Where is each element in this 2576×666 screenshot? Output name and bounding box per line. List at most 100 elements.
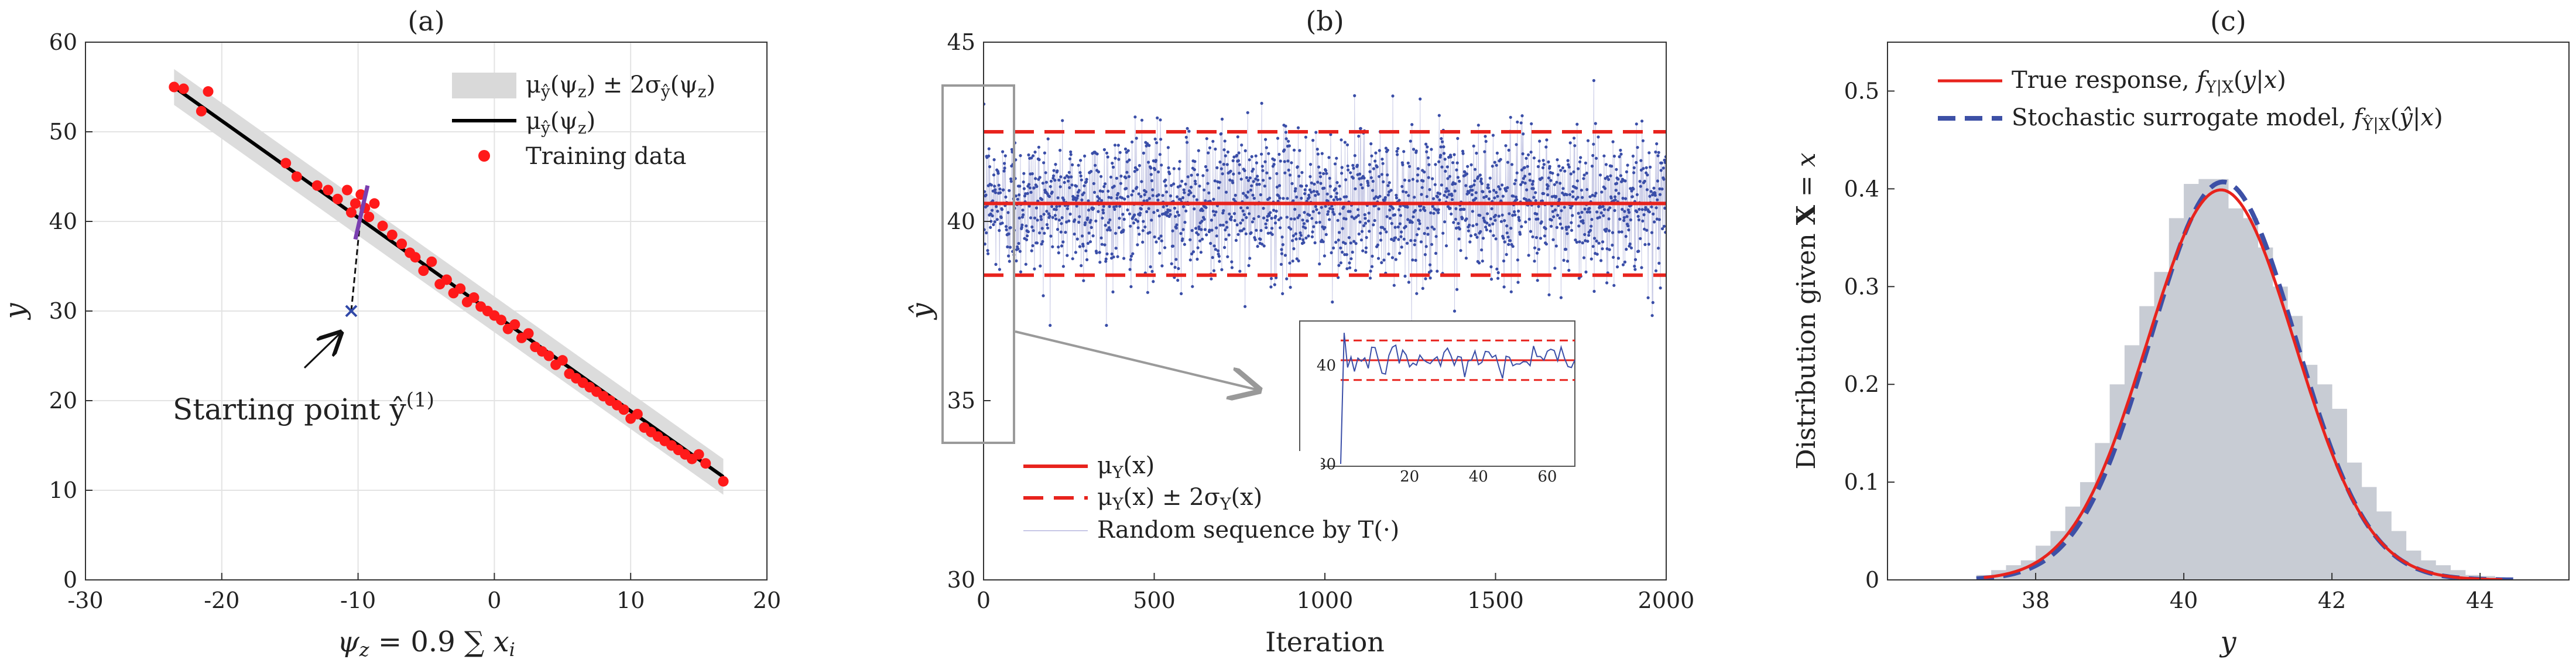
sequence-point [1546,193,1550,197]
sequence-point [1098,251,1101,254]
sequence-point [1352,166,1355,170]
sequence-point [1261,179,1265,182]
sequence-point [1084,249,1088,252]
sequence-point [1465,217,1468,221]
sequence-point [1232,212,1236,216]
sequence-point [1463,170,1467,174]
sequence-point [1532,156,1536,160]
sequence-point [1244,305,1247,308]
sequence-point [1537,248,1541,251]
sequence-point [1150,218,1153,222]
sequence-point [1519,183,1523,186]
sequence-point [1637,218,1640,221]
training-point [410,252,421,263]
sequence-point [1287,139,1290,143]
sequence-point [1193,207,1196,211]
sequence-point [1567,225,1570,229]
sequence-point [1183,220,1187,224]
sequence-point [1495,163,1498,167]
training-point [700,458,711,469]
sequence-point [1492,234,1495,237]
sequence-point [1241,218,1245,222]
sequence-point [1610,165,1614,168]
sequence-point [1280,235,1284,239]
sequence-point [1178,160,1181,163]
sequence-point [1355,216,1358,219]
sequence-point [1633,268,1637,271]
sequence-point [1514,195,1518,199]
sequence-point [1020,226,1023,229]
sequence-point [1269,285,1273,289]
sequence-point [1643,227,1646,231]
sequence-point [1348,261,1351,265]
sequence-point [1248,257,1252,260]
sequence-point [1482,216,1485,220]
sequence-point [1348,210,1352,213]
sequence-point [1525,156,1528,160]
sequence-point [1581,219,1585,223]
sequence-point [1660,187,1664,191]
sequence-point [1386,173,1389,177]
sequence-point [1180,179,1184,183]
sequence-point [1089,218,1092,222]
sequence-point [1549,179,1553,182]
sequence-point [1029,190,1033,194]
sequence-point [1204,165,1208,169]
sequence-point [1433,183,1437,186]
sequence-point [1568,193,1572,196]
sequence-point [1103,243,1107,247]
sequence-point [1524,220,1527,224]
sequence-point [1329,195,1333,199]
starting-point-annotation: Starting point ŷ(1) [173,333,434,426]
sequence-point [1273,283,1276,286]
sequence-point [1106,228,1109,232]
legend-mean-label: μŷ(ψz) [526,108,595,138]
sequence-point [1292,247,1296,251]
sequence-point [1388,181,1391,185]
sequence-point [1630,189,1633,193]
sequence-point [1654,269,1658,272]
sequence-point [1575,240,1578,244]
sequence-point [1456,176,1460,179]
sequence-point [1448,207,1452,210]
training-point [280,158,292,169]
sequence-point [1221,211,1225,215]
sequence-point [1039,218,1043,221]
training-point [169,81,180,93]
panel-b-xtick-label: 0 [977,588,991,613]
sequence-point [1340,166,1344,169]
sequence-point [1259,237,1262,241]
sequence-point [1551,238,1555,241]
sequence-point [1388,217,1392,220]
sequence-point [1564,248,1568,251]
sequence-point [1448,175,1451,178]
sequence-point [1481,237,1485,240]
sequence-point [1614,195,1617,199]
sequence-point [1111,162,1114,165]
sequence-point [1501,183,1504,187]
sequence-point [1179,232,1183,235]
panel-c-ytick-label: 0.4 [1844,176,1879,201]
sequence-point [1598,216,1601,219]
legend-training-swatch [478,150,490,162]
sequence-point [1606,175,1609,179]
sequence-point [1074,251,1077,254]
sequence-point [1464,257,1468,260]
sequence-point [1556,213,1560,217]
sequence-point [1211,210,1215,213]
panel-c-ylabel: Distribution given X = x [1791,152,1821,469]
sequence-point [1369,269,1372,273]
sequence-point [1109,175,1113,179]
sequence-point [1303,192,1307,196]
sequence-point [1346,164,1349,168]
sequence-point [1193,160,1197,163]
sequence-point [1351,163,1355,167]
sequence-point [1057,218,1061,222]
sequence-point [1049,323,1052,327]
sequence-point [1386,193,1390,197]
sequence-point [1260,165,1264,168]
sequence-point [1322,172,1325,175]
sequence-point [1395,196,1398,200]
sequence-point [1583,207,1587,211]
